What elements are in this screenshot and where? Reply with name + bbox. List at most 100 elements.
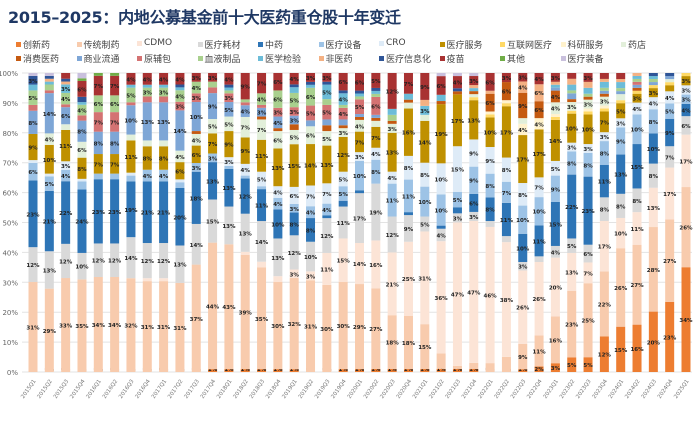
bar-segment — [224, 90, 234, 94]
bar-segment — [648, 227, 658, 312]
bar-segment — [681, 267, 691, 372]
data-label: 1% — [273, 367, 283, 373]
bar-segment — [338, 93, 348, 105]
data-label: 3% — [61, 164, 71, 170]
bar-segment — [175, 150, 185, 163]
bar-segment — [469, 97, 479, 101]
data-label: 6% — [77, 148, 87, 154]
data-label: 35% — [75, 324, 89, 330]
bar-segment — [175, 84, 185, 88]
bar-segment — [322, 73, 332, 82]
bar-segment — [28, 75, 38, 85]
data-label: 37% — [190, 317, 204, 323]
bar-segment — [485, 147, 495, 174]
bar-segment — [681, 85, 691, 95]
data-label: 9% — [241, 85, 251, 91]
bar-segment — [403, 215, 413, 242]
bar-segment — [599, 164, 609, 198]
data-label: 2% — [534, 367, 544, 373]
data-label: 13% — [565, 270, 579, 276]
data-label: 7% — [94, 120, 104, 126]
data-label: 3% — [159, 91, 169, 97]
bar-segment — [306, 120, 316, 127]
bar-segment — [44, 173, 54, 177]
data-label: 3% — [469, 215, 479, 221]
y-tick-label: 10% — [2, 339, 18, 347]
bar-segment — [518, 270, 528, 344]
data-label: 8% — [110, 141, 120, 147]
bar-segment — [191, 131, 201, 134]
bar-segment — [469, 193, 479, 212]
data-label: 14% — [190, 243, 204, 249]
bar-segment — [599, 73, 609, 79]
data-label: 25% — [581, 319, 595, 325]
data-label: 8% — [306, 228, 316, 234]
bar-segment — [599, 141, 609, 165]
bar-segment — [665, 301, 675, 372]
data-label: 13% — [173, 263, 187, 269]
bar-segment — [632, 144, 642, 189]
data-label: 30% — [271, 324, 285, 330]
bar-segment — [306, 81, 316, 85]
data-label: 1% — [453, 367, 463, 373]
data-label: 3% — [257, 111, 267, 117]
data-label: 13% — [271, 256, 285, 262]
bar-segment — [648, 85, 658, 89]
data-label: 31% — [26, 326, 40, 332]
bar-segment — [403, 99, 413, 103]
legend-item: 其他 — [500, 52, 525, 65]
bar-segment — [208, 119, 218, 134]
bar-segment — [159, 181, 169, 244]
bar-segment — [681, 76, 691, 86]
bar-segment — [371, 126, 381, 148]
bar-segment — [534, 261, 544, 336]
data-label: 12% — [26, 263, 40, 269]
bar-segment — [93, 243, 103, 277]
bar-segment — [648, 79, 658, 83]
data-label: 8% — [600, 208, 610, 214]
bar-segment — [142, 87, 152, 97]
data-label: 8% — [420, 173, 430, 179]
data-label: 6% — [273, 98, 283, 104]
data-label: 7% — [110, 162, 120, 168]
bar-segment — [616, 88, 626, 92]
bar-segment — [371, 240, 381, 289]
bar-segment — [632, 244, 642, 325]
bar-segment — [240, 137, 250, 164]
bar-segment — [306, 241, 316, 272]
data-label: 9% — [616, 139, 626, 145]
bar-segment — [257, 116, 267, 120]
bar-segment — [240, 163, 250, 176]
bar-segment — [306, 87, 316, 106]
y-tick-label: 30% — [2, 279, 18, 287]
bar-segment — [126, 175, 136, 182]
data-label: 3% — [306, 76, 316, 82]
data-label: 5% — [371, 79, 381, 85]
data-label: 17% — [500, 130, 514, 136]
data-label: 14% — [353, 262, 367, 268]
bar-segment — [567, 90, 577, 94]
bar-segment — [44, 81, 54, 85]
bar-segment — [403, 155, 413, 180]
data-label: 26% — [516, 306, 530, 312]
data-label: 1% — [290, 367, 300, 373]
bar-segment — [469, 166, 479, 194]
x-tick-label: 2020Q1 — [347, 379, 364, 400]
bar-segment — [240, 175, 250, 179]
data-label: 13% — [386, 151, 400, 157]
bar-segment — [501, 157, 511, 182]
bar-segment — [61, 278, 71, 372]
data-label: 5% — [322, 90, 332, 96]
bar-segment — [681, 73, 691, 77]
bar-segment — [550, 81, 560, 85]
data-label: 15% — [337, 259, 351, 265]
legend-item: 非医药 — [318, 52, 353, 65]
bar-segment — [648, 88, 658, 98]
data-label: 8% — [600, 151, 610, 157]
bar-segment — [306, 206, 316, 219]
bar-segment — [322, 99, 332, 105]
bar-segment — [110, 179, 120, 244]
bar-segment — [567, 151, 577, 175]
data-label: 3% — [355, 155, 365, 161]
